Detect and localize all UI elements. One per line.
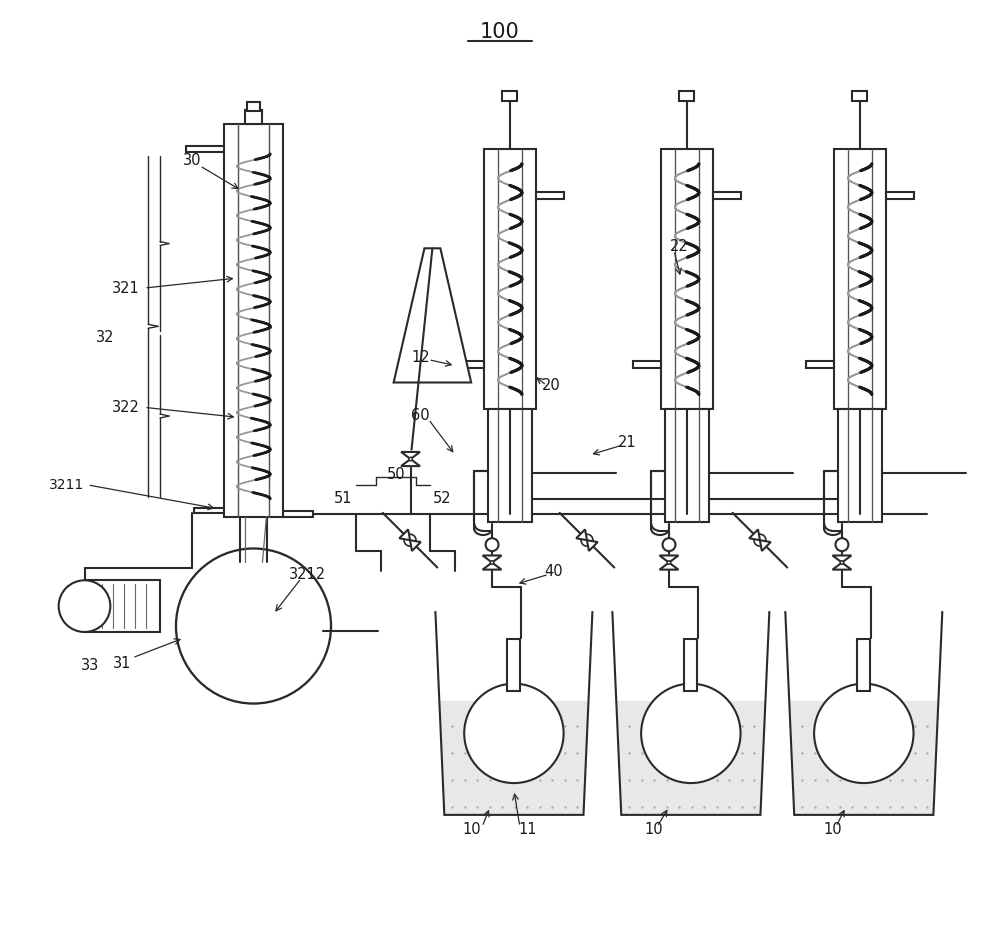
Bar [838, 410, 882, 522]
Polygon shape [410, 540, 421, 551]
Bar [536, 192, 564, 198]
Text: 322: 322 [112, 400, 140, 415]
Bar [684, 639, 697, 691]
Text: 51: 51 [334, 491, 352, 506]
Circle shape [835, 539, 848, 552]
Circle shape [840, 561, 844, 565]
Bar [679, 91, 694, 101]
Text: 21: 21 [618, 435, 637, 450]
Text: 10: 10 [463, 822, 481, 837]
Polygon shape [401, 459, 420, 466]
Polygon shape [660, 563, 678, 569]
Text: 22: 22 [670, 239, 688, 254]
Circle shape [176, 549, 331, 704]
Bar [247, 102, 260, 111]
Polygon shape [399, 529, 410, 540]
Bar [852, 91, 867, 101]
Polygon shape [749, 529, 760, 540]
Circle shape [814, 684, 914, 783]
Bar [665, 410, 709, 522]
Bar [633, 361, 661, 368]
Text: 50: 50 [386, 467, 405, 482]
Bar [502, 91, 517, 101]
Bar [484, 149, 536, 410]
Polygon shape [616, 701, 765, 815]
Polygon shape [789, 701, 938, 815]
Bar [85, 580, 160, 632]
Text: 40: 40 [544, 564, 563, 578]
Text: 31: 31 [113, 656, 131, 671]
Polygon shape [483, 555, 501, 563]
Circle shape [404, 534, 416, 546]
Circle shape [663, 539, 675, 552]
Polygon shape [439, 701, 589, 815]
Bar [507, 639, 520, 691]
Bar [834, 149, 886, 410]
Circle shape [490, 561, 494, 565]
Text: 3212: 3212 [289, 566, 326, 582]
Circle shape [409, 457, 412, 461]
Polygon shape [394, 248, 471, 383]
Text: 30: 30 [183, 153, 201, 169]
Circle shape [581, 534, 593, 546]
Polygon shape [483, 563, 501, 569]
Circle shape [667, 561, 671, 565]
Text: 32: 32 [96, 330, 114, 345]
Bar [886, 192, 914, 198]
Polygon shape [660, 555, 678, 563]
Text: 11: 11 [519, 822, 537, 837]
Circle shape [486, 539, 499, 552]
Circle shape [59, 580, 110, 632]
Polygon shape [587, 540, 598, 551]
Polygon shape [832, 555, 851, 563]
Text: 12: 12 [411, 350, 430, 365]
Polygon shape [576, 529, 587, 540]
Bar [806, 361, 834, 368]
Polygon shape [401, 452, 420, 459]
Text: 20: 20 [542, 378, 561, 393]
Text: 10: 10 [824, 822, 842, 837]
Bar [488, 410, 532, 522]
Bar [713, 192, 741, 198]
Circle shape [464, 684, 564, 783]
Polygon shape [832, 563, 851, 569]
Text: 100: 100 [480, 21, 520, 42]
Text: 3211: 3211 [49, 478, 85, 492]
Bar [661, 149, 713, 410]
Bar [224, 124, 283, 516]
Bar [245, 110, 262, 124]
Polygon shape [760, 540, 771, 551]
Text: 10: 10 [645, 822, 663, 837]
Bar [857, 639, 870, 691]
Text: 33: 33 [81, 658, 100, 673]
Circle shape [641, 684, 741, 783]
Text: 321: 321 [112, 281, 140, 296]
Circle shape [754, 534, 766, 546]
Bar [456, 361, 484, 368]
Text: 60: 60 [411, 408, 430, 423]
Text: 52: 52 [433, 491, 452, 506]
